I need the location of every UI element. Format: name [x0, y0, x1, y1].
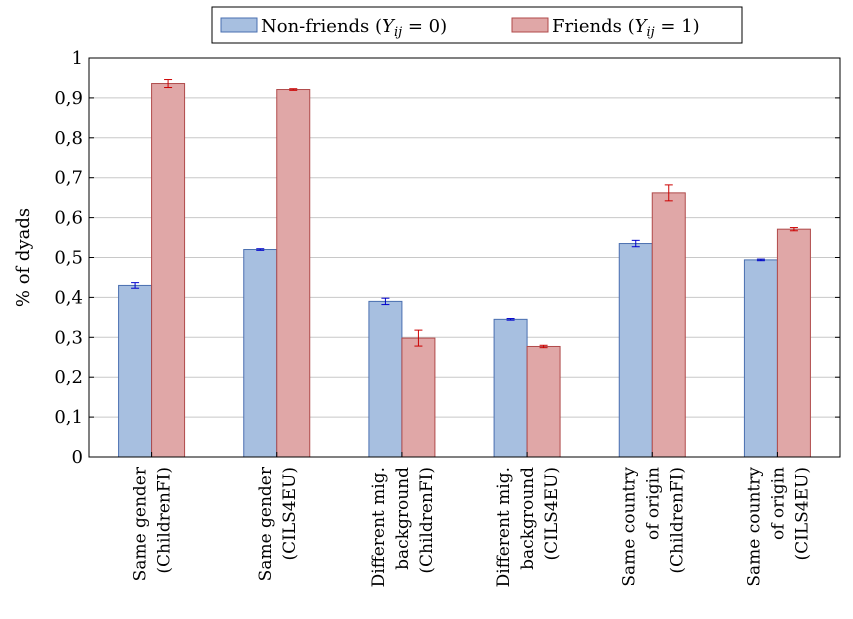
bar-non-friends: [368, 300, 403, 458]
legend-swatch: [511, 17, 549, 33]
x-tick-label: Same gender (CILS4EU): [256, 466, 300, 581]
x-tick-label-line: background: [518, 467, 538, 570]
error-bar: [664, 184, 673, 202]
x-tick-label-line: Same country: [619, 467, 639, 587]
gridlines: [89, 97, 840, 418]
bar-friends: [526, 345, 561, 458]
x-tick-label-line: (CILS4EU): [280, 467, 300, 560]
legend: Non-friends (Yij = 0) Friends (Yij = 1): [211, 6, 743, 44]
x-tick-label-line: of origin: [768, 467, 788, 540]
error-bar: [506, 318, 515, 321]
error-bar: [131, 282, 140, 289]
bar-friends: [776, 228, 811, 458]
legend-box: [211, 6, 743, 44]
x-tick-label-line: Same country: [744, 467, 764, 587]
error-bar: [164, 79, 173, 89]
y-tick-label: 0,1: [54, 407, 83, 428]
x-tick-label: Different mig. background (CILS4EU): [494, 467, 562, 588]
x-tick-label-line: (ChildrenFI): [417, 467, 437, 574]
x-tick-label-line: of origin: [643, 467, 663, 540]
error-bar: [789, 227, 798, 232]
bar-friends: [401, 337, 436, 458]
bar-non-friends: [243, 249, 278, 458]
legend-swatch: [220, 17, 258, 33]
x-tick-label-line: background: [393, 467, 413, 570]
x-tick-label-line: (CILS4EU): [542, 467, 562, 560]
legend-label: Friends (Yij = 1): [552, 16, 700, 40]
bar-non-friends: [118, 284, 153, 458]
y-tick-label: 0: [72, 447, 83, 468]
x-tick-label-line: (ChildrenFI): [155, 467, 175, 574]
error-bar: [756, 258, 765, 262]
legend-entry-friends: Friends (Yij = 1): [511, 16, 700, 40]
y-axis: 0 0,1 0,2 0,3 0,4 0,5 0,6 0,7 0,8 0,9 1: [54, 48, 840, 468]
y-tick-label: 1: [72, 48, 83, 69]
x-tick-label-line: Different mig.: [369, 467, 389, 587]
bar-non-friends: [618, 243, 653, 458]
x-axis: Same gender (ChildrenFI) Same gender (CILS4…: [131, 452, 812, 588]
y-tick-label: 0,6: [54, 208, 83, 229]
error-bar: [539, 344, 548, 349]
y-tick-label: 0,9: [54, 88, 83, 109]
bar-friends: [276, 89, 311, 458]
bar-non-friends: [493, 318, 528, 458]
error-bar: [414, 329, 423, 347]
y-tick-label: 0,7: [54, 168, 83, 189]
y-tick-label: 0,8: [54, 128, 83, 149]
bar-friends: [151, 83, 186, 458]
error-bars: [131, 79, 798, 349]
bars: [118, 83, 811, 458]
error-bar: [289, 88, 298, 91]
x-tick-label: Same gender (ChildrenFI): [131, 466, 175, 581]
y-tick-label: 0,5: [54, 248, 83, 269]
x-tick-label-line: (CILS4EU): [792, 467, 812, 560]
x-tick-label: Same country of origin (CILS4EU): [744, 467, 812, 587]
bar-friends: [651, 192, 686, 458]
x-tick-label-line: Same gender: [131, 466, 151, 581]
x-tick-label: Different mig. background (ChildrenFI): [369, 467, 437, 588]
x-tick-label-line: Same gender: [256, 466, 276, 581]
legend-entry-non-friends: Non-friends (Yij = 0): [220, 16, 447, 40]
x-tick-label: Same country of origin (ChildrenFI): [619, 467, 687, 587]
x-tick-label-line: Different mig.: [494, 467, 514, 587]
error-bar: [631, 239, 640, 248]
y-axis-label: % of dyads: [13, 208, 34, 307]
error-bar: [256, 248, 265, 251]
y-tick-label: 0,2: [54, 367, 83, 388]
y-tick-label: 0,4: [54, 287, 83, 308]
error-bar: [381, 297, 390, 306]
bar-non-friends: [743, 259, 778, 458]
x-tick-label-line: (ChildrenFI): [667, 467, 687, 574]
y-tick-label: 0,3: [54, 327, 83, 348]
legend-label: Non-friends (Yij = 0): [261, 16, 447, 40]
